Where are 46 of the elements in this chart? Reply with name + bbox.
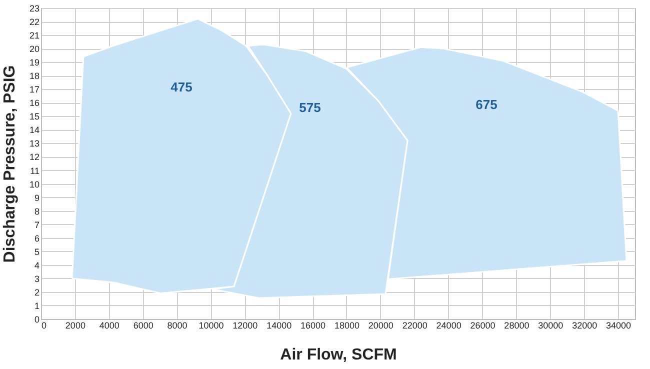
x-tick-label: 4000 — [99, 320, 120, 330]
y-tick-label: 19 — [29, 58, 40, 68]
y-tick-label: 4 — [34, 260, 40, 270]
x-tick-label: 26000 — [470, 320, 496, 330]
y-tick-label: 11 — [30, 166, 40, 176]
x-tick-label: 2000 — [65, 320, 86, 330]
x-tick-label: 28000 — [504, 320, 530, 330]
x-tick-label: 20000 — [368, 320, 394, 330]
y-tick-label: 1 — [34, 300, 40, 311]
y-tick-label: 20 — [29, 44, 40, 54]
x-tick-label: 30000 — [538, 320, 564, 330]
x-tick-label: 10000 — [198, 320, 224, 330]
x-tick-label: 16000 — [300, 320, 326, 330]
y-tick-label: 3 — [34, 274, 40, 284]
y-tick-label: 22 — [29, 17, 40, 28]
series-label: 675 — [476, 97, 498, 112]
series-label: 475 — [170, 79, 192, 94]
y-tick-label: 17 — [29, 84, 40, 95]
y-tick-label: 18 — [29, 71, 40, 82]
x-tick-label: 22000 — [402, 320, 428, 330]
y-tick-label: 21 — [29, 30, 40, 41]
x-tick-label: 18000 — [334, 320, 360, 330]
x-tick-label: 0 — [42, 320, 47, 330]
y-tick-label: 2 — [34, 287, 40, 298]
y-tick-label: 14 — [29, 125, 40, 136]
x-tick-label: 34000 — [606, 320, 632, 330]
y-tick-label: 15 — [29, 112, 40, 122]
y-tick-label: 13 — [29, 138, 40, 149]
y-tick-label: 23 — [29, 4, 40, 14]
x-tick-label: 12000 — [232, 320, 258, 330]
x-tick-label: 6000 — [133, 320, 154, 330]
y-tick-label: 12 — [29, 152, 40, 162]
series-label: 575 — [299, 100, 321, 115]
y-tick-label: 6 — [34, 233, 40, 244]
x-axis-title: Air Flow, SCFM — [280, 346, 397, 364]
x-tick-label: 14000 — [266, 320, 292, 330]
y-axis-title: Discharge Pressure, PSIG — [1, 65, 18, 263]
x-tick-label: 32000 — [572, 320, 598, 330]
x-tick-label: 8000 — [167, 320, 188, 330]
y-tick-label: 9 — [34, 192, 40, 203]
y-tick-label: 5 — [34, 246, 40, 257]
y-tick-label: 7 — [34, 220, 40, 230]
x-tick-label: 24000 — [436, 320, 462, 330]
y-tick-label: 16 — [29, 98, 40, 108]
y-tick-label: 8 — [34, 206, 40, 216]
y-tick-label: 10 — [29, 179, 40, 190]
